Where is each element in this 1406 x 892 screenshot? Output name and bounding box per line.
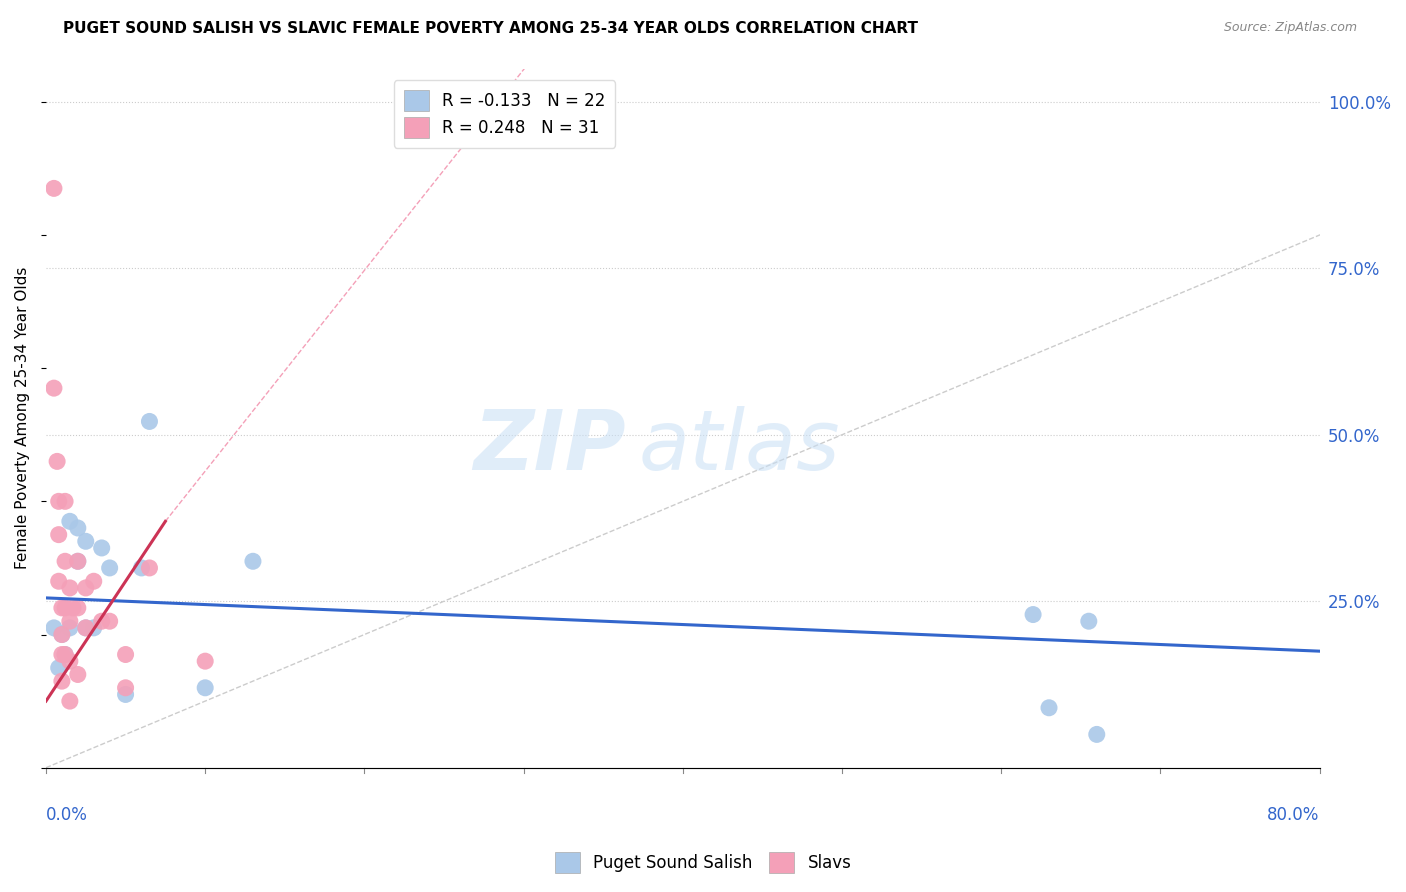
Point xyxy=(75,621,97,635)
Point xyxy=(59,654,82,668)
Legend: Puget Sound Salish, Slavs: Puget Sound Salish, Slavs xyxy=(548,846,858,880)
Legend: R = -0.133   N = 22, R = 0.248   N = 31: R = -0.133 N = 22, R = 0.248 N = 31 xyxy=(394,80,616,148)
Point xyxy=(75,581,97,595)
Point xyxy=(51,674,73,689)
Point xyxy=(59,694,82,708)
Point xyxy=(242,554,264,568)
Point xyxy=(90,541,112,555)
Point xyxy=(59,514,82,528)
Point xyxy=(1038,700,1060,714)
Point xyxy=(75,621,97,635)
Point xyxy=(59,621,82,635)
Text: PUGET SOUND SALISH VS SLAVIC FEMALE POVERTY AMONG 25-34 YEAR OLDS CORRELATION CH: PUGET SOUND SALISH VS SLAVIC FEMALE POVE… xyxy=(63,21,918,37)
Point xyxy=(114,648,136,662)
Point xyxy=(98,561,121,575)
Point xyxy=(62,600,84,615)
Point xyxy=(66,554,89,568)
Point xyxy=(98,614,121,628)
Text: ZIP: ZIP xyxy=(472,406,626,486)
Point xyxy=(53,648,76,662)
Point xyxy=(138,414,160,428)
Point xyxy=(48,574,70,589)
Point xyxy=(66,521,89,535)
Point xyxy=(42,181,65,195)
Point xyxy=(83,574,105,589)
Point xyxy=(53,554,76,568)
Text: 0.0%: 0.0% xyxy=(46,806,87,824)
Point xyxy=(42,381,65,395)
Text: Source: ZipAtlas.com: Source: ZipAtlas.com xyxy=(1223,21,1357,35)
Point xyxy=(194,681,217,695)
Point xyxy=(42,621,65,635)
Point xyxy=(90,614,112,628)
Point xyxy=(53,600,76,615)
Y-axis label: Female Poverty Among 25-34 Year Olds: Female Poverty Among 25-34 Year Olds xyxy=(15,267,30,569)
Point xyxy=(131,561,153,575)
Point xyxy=(51,648,73,662)
Point xyxy=(51,627,73,641)
Point xyxy=(59,614,82,628)
Point xyxy=(53,648,76,662)
Text: 80.0%: 80.0% xyxy=(1267,806,1320,824)
Point xyxy=(59,581,82,595)
Point xyxy=(48,494,70,508)
Point xyxy=(66,667,89,681)
Point xyxy=(114,688,136,702)
Point xyxy=(75,534,97,549)
Point xyxy=(66,554,89,568)
Point xyxy=(138,561,160,575)
Point xyxy=(53,494,76,508)
Point xyxy=(114,681,136,695)
Point xyxy=(1077,614,1099,628)
Point xyxy=(48,527,70,541)
Point xyxy=(66,600,89,615)
Point xyxy=(83,621,105,635)
Point xyxy=(1085,727,1108,741)
Point xyxy=(46,454,69,468)
Point xyxy=(51,627,73,641)
Text: atlas: atlas xyxy=(638,406,839,486)
Point xyxy=(48,661,70,675)
Point xyxy=(51,600,73,615)
Point xyxy=(194,654,217,668)
Point xyxy=(1022,607,1045,622)
